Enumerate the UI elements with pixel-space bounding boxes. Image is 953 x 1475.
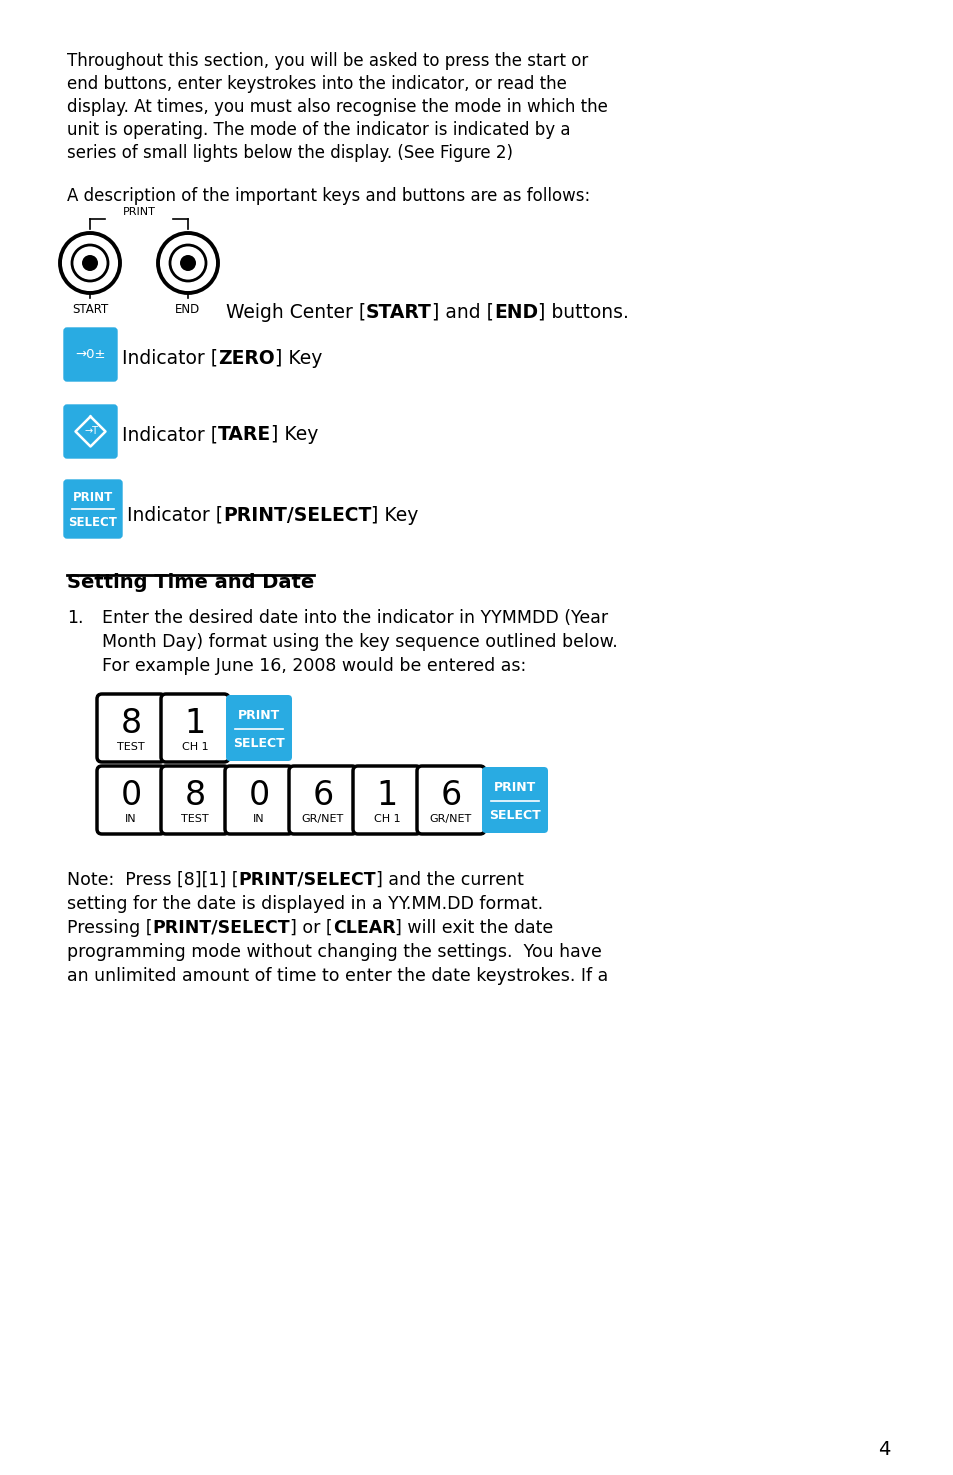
Text: Note:  Press [8][1] [: Note: Press [8][1] [ bbox=[67, 872, 238, 889]
Text: ] Key: ] Key bbox=[271, 425, 318, 444]
Text: TARE: TARE bbox=[218, 425, 271, 444]
Text: END: END bbox=[494, 302, 537, 322]
Text: ] will exit the date: ] will exit the date bbox=[395, 919, 553, 937]
Text: PRINT: PRINT bbox=[122, 207, 155, 217]
Text: Enter the desired date into the indicator in YYMMDD (Year: Enter the desired date into the indicato… bbox=[102, 609, 607, 627]
Text: CH 1: CH 1 bbox=[374, 814, 400, 823]
Text: Indicator [: Indicator [ bbox=[122, 348, 218, 367]
FancyBboxPatch shape bbox=[225, 766, 293, 833]
Text: A description of the important keys and buttons are as follows:: A description of the important keys and … bbox=[67, 187, 590, 205]
Text: ] and [: ] and [ bbox=[432, 302, 494, 322]
Text: ZERO: ZERO bbox=[218, 348, 274, 367]
Text: Indicator [: Indicator [ bbox=[127, 506, 223, 525]
Text: TEST: TEST bbox=[181, 814, 209, 823]
Text: For example June 16, 2008 would be entered as:: For example June 16, 2008 would be enter… bbox=[102, 656, 526, 676]
Text: Weigh Center [: Weigh Center [ bbox=[226, 302, 366, 322]
FancyBboxPatch shape bbox=[97, 695, 165, 763]
Text: 0: 0 bbox=[248, 779, 270, 813]
Text: unit is operating. The mode of the indicator is indicated by a: unit is operating. The mode of the indic… bbox=[67, 121, 570, 139]
FancyBboxPatch shape bbox=[416, 766, 484, 833]
Text: display. At times, you must also recognise the mode in which the: display. At times, you must also recogni… bbox=[67, 97, 607, 117]
Text: ] Key: ] Key bbox=[274, 348, 322, 367]
Text: CH 1: CH 1 bbox=[181, 742, 208, 752]
FancyBboxPatch shape bbox=[97, 766, 165, 833]
FancyBboxPatch shape bbox=[353, 766, 420, 833]
Text: TEST: TEST bbox=[117, 742, 145, 752]
Text: 1: 1 bbox=[184, 708, 206, 740]
Circle shape bbox=[82, 255, 98, 271]
Text: →0±: →0± bbox=[75, 348, 106, 361]
Text: series of small lights below the display. (See Figure 2): series of small lights below the display… bbox=[67, 145, 513, 162]
Text: →T: →T bbox=[85, 426, 98, 437]
Text: 4: 4 bbox=[877, 1440, 889, 1459]
Text: START: START bbox=[71, 302, 108, 316]
FancyBboxPatch shape bbox=[161, 695, 229, 763]
Text: 8: 8 bbox=[184, 779, 205, 813]
Text: SELECT: SELECT bbox=[489, 808, 540, 822]
Text: PRINT/SELECT: PRINT/SELECT bbox=[152, 919, 290, 937]
Text: END: END bbox=[175, 302, 200, 316]
Text: GR/NET: GR/NET bbox=[301, 814, 344, 823]
Text: Pressing [: Pressing [ bbox=[67, 919, 152, 937]
Text: 8: 8 bbox=[120, 708, 141, 740]
Text: PRINT: PRINT bbox=[237, 709, 280, 721]
Text: IN: IN bbox=[253, 814, 265, 823]
Text: 1.: 1. bbox=[67, 609, 84, 627]
Text: PRINT/SELECT: PRINT/SELECT bbox=[238, 872, 375, 889]
FancyBboxPatch shape bbox=[481, 767, 547, 833]
Text: CLEAR: CLEAR bbox=[333, 919, 395, 937]
Text: an unlimited amount of time to enter the date keystrokes. If a: an unlimited amount of time to enter the… bbox=[67, 968, 608, 985]
FancyBboxPatch shape bbox=[161, 766, 229, 833]
Text: Indicator [: Indicator [ bbox=[122, 425, 218, 444]
Text: SELECT: SELECT bbox=[233, 736, 285, 749]
Text: 6: 6 bbox=[312, 779, 334, 813]
FancyBboxPatch shape bbox=[226, 695, 292, 761]
FancyBboxPatch shape bbox=[64, 479, 122, 538]
Text: START: START bbox=[366, 302, 432, 322]
Text: PRINT: PRINT bbox=[494, 780, 536, 794]
Text: 1: 1 bbox=[376, 779, 397, 813]
Text: SELECT: SELECT bbox=[69, 515, 117, 528]
Text: Setting Time and Date: Setting Time and Date bbox=[67, 572, 314, 591]
FancyBboxPatch shape bbox=[64, 406, 117, 459]
Text: PRINT/SELECT: PRINT/SELECT bbox=[223, 506, 371, 525]
Text: ] or [: ] or [ bbox=[290, 919, 333, 937]
Text: ] and the current: ] and the current bbox=[375, 872, 523, 889]
Text: programming mode without changing the settings.  You have: programming mode without changing the se… bbox=[67, 943, 601, 962]
Text: PRINT: PRINT bbox=[72, 491, 113, 503]
FancyBboxPatch shape bbox=[289, 766, 356, 833]
Text: ] buttons.: ] buttons. bbox=[537, 302, 628, 322]
Text: 6: 6 bbox=[440, 779, 461, 813]
Text: ] Key: ] Key bbox=[371, 506, 418, 525]
Text: end buttons, enter keystrokes into the indicator, or read the: end buttons, enter keystrokes into the i… bbox=[67, 75, 566, 93]
Text: Throughout this section, you will be asked to press the start or: Throughout this section, you will be ask… bbox=[67, 52, 588, 69]
Text: GR/NET: GR/NET bbox=[430, 814, 472, 823]
FancyBboxPatch shape bbox=[64, 327, 117, 381]
Text: 0: 0 bbox=[120, 779, 141, 813]
Text: IN: IN bbox=[125, 814, 136, 823]
Text: setting for the date is displayed in a YY.MM.DD format.: setting for the date is displayed in a Y… bbox=[67, 895, 542, 913]
Text: Month Day) format using the key sequence outlined below.: Month Day) format using the key sequence… bbox=[102, 633, 618, 650]
Circle shape bbox=[180, 255, 195, 271]
